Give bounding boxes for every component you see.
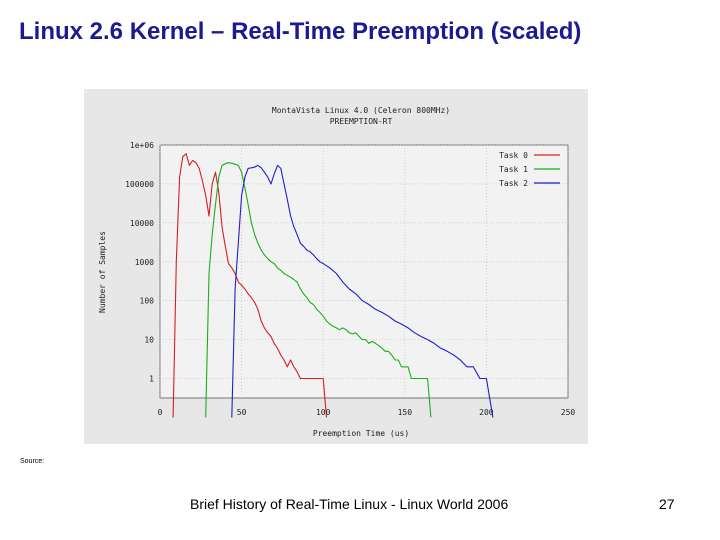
plot-frame — [159, 144, 569, 399]
preemption-chart: 0 50 100 150 200 250 1 10 100 1000 10000 100000 1e+0… — [98, 106, 575, 438]
x-tick-label: 250 — [561, 408, 576, 417]
series-line-task-1 — [205, 162, 432, 418]
source-note: Source: — [20, 458, 45, 465]
series-lines — [172, 153, 494, 418]
x-tick-label: 100 — [316, 408, 331, 417]
x-tick-label: 150 — [398, 408, 413, 417]
page-number: 27 — [659, 496, 675, 512]
footer-text: Brief History of Real-Time Linux - Linux… — [190, 496, 509, 512]
y-tick-label: 100 — [140, 297, 155, 306]
chart-subtitle: PREEMPTION-RT — [330, 117, 393, 126]
legend-label: Task 0 — [499, 151, 528, 160]
y-tick-label: 1e+06 — [130, 141, 154, 150]
chart-panel: 0 50 100 150 200 250 1 10 100 1000 10000 100000 1e+0… — [84, 89, 588, 444]
y-tick-label: 10 — [144, 336, 154, 345]
y-tick-label: 100000 — [125, 180, 154, 189]
y-tick-label: 1 — [149, 375, 154, 384]
legend: Task 0 Task 1 Task 2 — [499, 151, 560, 188]
legend-label: Task 2 — [499, 179, 528, 188]
x-tick-label: 0 — [158, 408, 163, 417]
x-axis-label: Preemption Time (us) — [313, 429, 409, 438]
x-tick-label: 200 — [479, 408, 494, 417]
series-line-task-2 — [231, 164, 494, 418]
chart-title: MontaVista Linux 4.0 (Celeron 800MHz) — [272, 106, 450, 115]
x-tick-label: 50 — [237, 408, 247, 417]
axis-ticks: 0 50 100 150 200 250 1 10 100 1000 10000 100000 1e+0… — [125, 141, 575, 417]
series-line-task-0 — [172, 153, 328, 418]
y-tick-label: 10000 — [130, 219, 154, 228]
slide-title: Linux 2.6 Kernel – Real-Time Preemption … — [19, 18, 582, 45]
y-axis-label: Number of Samples — [98, 231, 107, 313]
y-tick-label: 1000 — [135, 258, 154, 267]
legend-label: Task 1 — [499, 165, 528, 174]
